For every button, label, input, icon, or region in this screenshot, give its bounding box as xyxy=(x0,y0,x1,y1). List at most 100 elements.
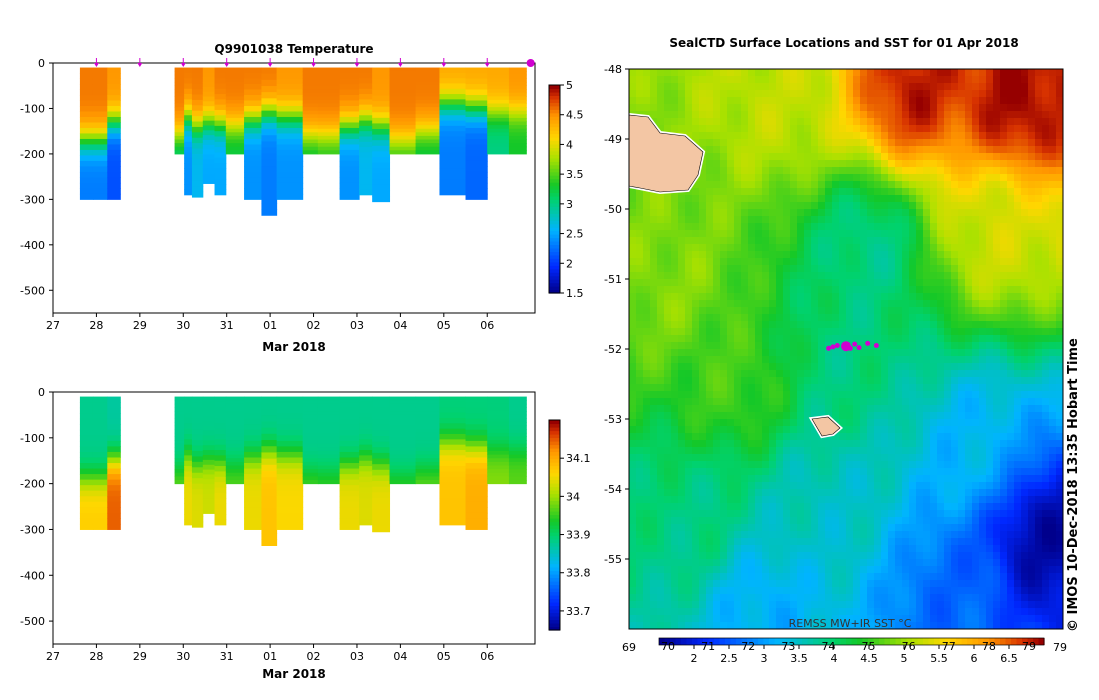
sst-cell xyxy=(720,202,728,210)
sst-cell xyxy=(720,76,728,84)
profile-cell xyxy=(225,81,245,87)
sst-cell xyxy=(657,244,665,252)
sst-cell xyxy=(986,251,994,259)
sst-cell xyxy=(811,454,819,462)
colorbar-swatch xyxy=(549,486,560,491)
sst-cell xyxy=(629,433,637,441)
profile-cell xyxy=(359,482,373,488)
sst-cell xyxy=(769,265,777,273)
sst-cell xyxy=(1049,160,1057,168)
sst-cell xyxy=(972,440,980,448)
sst-cell xyxy=(958,314,966,322)
sst-cell xyxy=(636,321,644,329)
sst-cell xyxy=(846,174,854,182)
sst-cell xyxy=(678,419,686,427)
profile-cell xyxy=(439,131,467,137)
profile-cell xyxy=(92,435,108,442)
profile-cell xyxy=(244,413,262,420)
profile-cell xyxy=(359,407,373,414)
profile-cell xyxy=(214,99,227,106)
sst-cell xyxy=(643,265,651,273)
profile-cell xyxy=(191,78,204,85)
sst-cell xyxy=(811,377,819,385)
sst-cell xyxy=(769,230,777,238)
sst-cell xyxy=(1028,188,1036,196)
sst-cell xyxy=(706,153,714,161)
sst-cell xyxy=(1049,314,1057,322)
sst-cell xyxy=(1035,76,1043,84)
sst-cell xyxy=(755,97,763,105)
sst-cell xyxy=(993,307,1001,315)
sst-cell xyxy=(874,83,882,91)
sst-cell xyxy=(1049,202,1057,210)
sst-cell xyxy=(650,76,658,84)
sst-cell xyxy=(993,286,1001,294)
sst-cell xyxy=(916,223,924,231)
sst-cell xyxy=(916,454,924,462)
sst-cell xyxy=(811,265,819,273)
colorbar-swatch xyxy=(549,272,560,277)
sst-cell xyxy=(727,419,735,427)
sst-cell xyxy=(671,111,679,119)
sst-cell xyxy=(776,286,784,294)
sst-cell xyxy=(867,426,875,434)
sst-cell xyxy=(881,97,889,105)
sst-cell xyxy=(1035,314,1043,322)
sst-cell xyxy=(993,181,1001,189)
profile-cell xyxy=(415,143,440,148)
sst-cell xyxy=(720,167,728,175)
profile-cell xyxy=(487,132,510,137)
sst-cell xyxy=(1014,335,1022,343)
profile-cell xyxy=(214,423,227,430)
profile-cell xyxy=(465,171,488,178)
sst-cell xyxy=(650,321,658,329)
sst-cell xyxy=(727,160,735,168)
profile-cell xyxy=(202,106,216,112)
sst-cell xyxy=(706,307,714,315)
profile-cell xyxy=(202,154,216,160)
sst-cell xyxy=(909,447,917,455)
sst-cell xyxy=(944,321,952,329)
profile-cell xyxy=(214,401,227,408)
sst-cell xyxy=(657,419,665,427)
sst-cell xyxy=(818,167,826,175)
sst-cell xyxy=(699,286,707,294)
sst-cell xyxy=(769,76,777,84)
sst-cell xyxy=(860,146,868,154)
profile-cell xyxy=(261,147,278,155)
profile-cell xyxy=(439,476,467,483)
profile-cell xyxy=(508,480,527,485)
sst-cell xyxy=(1035,342,1043,350)
profile-cell xyxy=(302,146,319,151)
sst-cell xyxy=(720,209,728,217)
profile-cell xyxy=(508,461,527,466)
sst-cell xyxy=(811,461,819,469)
sst-cell xyxy=(643,195,651,203)
sst-cell xyxy=(629,468,637,476)
profile-cell xyxy=(225,92,245,97)
sst-cell xyxy=(909,202,917,210)
sst-cell xyxy=(867,223,875,231)
profile-cell xyxy=(389,135,417,141)
profile-cell xyxy=(79,84,94,91)
sst-cell xyxy=(657,398,665,406)
sst-cell xyxy=(1014,293,1022,301)
sst-cell xyxy=(678,111,686,119)
sst-cell xyxy=(895,440,903,448)
sst-cell xyxy=(993,230,1001,238)
sst-cell xyxy=(881,139,889,147)
sst-cell xyxy=(706,83,714,91)
sst-cell xyxy=(979,293,987,301)
sst-cell xyxy=(797,321,805,329)
sst-cell xyxy=(706,377,714,385)
sst-cell xyxy=(1035,468,1043,476)
sst-cell xyxy=(804,307,812,315)
sst-cell xyxy=(748,461,756,469)
colorbar-swatch xyxy=(549,98,560,103)
x-tick-label: 04 xyxy=(393,650,407,663)
sst-cell xyxy=(769,181,777,189)
sst-cell xyxy=(846,83,854,91)
profile-cell xyxy=(276,166,304,173)
sst-cell xyxy=(916,342,924,350)
sst-cell xyxy=(643,468,651,476)
